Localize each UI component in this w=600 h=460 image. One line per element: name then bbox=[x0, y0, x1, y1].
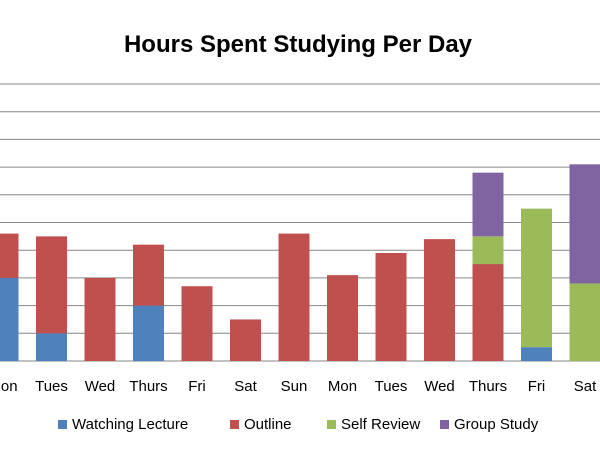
bar-segment-group-study-10 bbox=[472, 172, 504, 237]
bars bbox=[0, 164, 600, 361]
x-tick-labels: Mon Tues Wed Thurs Fri Sat Sun Mon Tues Wed Thurs F… bbox=[0, 378, 597, 395]
legend-swatch-self-review bbox=[327, 420, 336, 429]
chart-title: Hours Spent Studying Per Day bbox=[124, 31, 473, 58]
bar-segment-self-review-12 bbox=[569, 283, 600, 361]
bar-segment-outline-2 bbox=[84, 277, 116, 361]
x-tick-label: Tues bbox=[375, 378, 408, 395]
bar-segment-outline-10 bbox=[472, 264, 504, 361]
legend-swatch-outline bbox=[230, 420, 239, 429]
x-tick-label: Fri bbox=[528, 378, 546, 395]
bar-segment-outline-8 bbox=[375, 252, 407, 361]
bar-segment-self-review-11 bbox=[521, 208, 552, 348]
x-tick-label: Mon bbox=[328, 378, 357, 395]
bar-segment-outline-4 bbox=[181, 286, 213, 361]
x-tick-label: Fri bbox=[188, 378, 206, 395]
bar-segment-outline-3 bbox=[133, 244, 164, 306]
x-tick-label: Sat bbox=[234, 378, 257, 395]
bar-segment-outline-9 bbox=[424, 239, 455, 361]
x-tick-label: Thurs bbox=[129, 378, 167, 395]
legend-label-outline: Outline bbox=[244, 416, 292, 433]
bar-segment-watching-lecture-0 bbox=[0, 277, 19, 361]
bar-segment-watching-lecture-1 bbox=[36, 333, 67, 361]
legend-swatch-group-study bbox=[440, 420, 449, 429]
x-tick-label: Thurs bbox=[469, 378, 507, 395]
legend-swatch-watching-lecture bbox=[58, 420, 67, 429]
legend-label-watching-lecture: Watching Lecture bbox=[72, 416, 188, 433]
x-tick-label: Sun bbox=[281, 378, 308, 395]
bar-segment-outline-7 bbox=[327, 275, 358, 361]
x-tick-label: Sat bbox=[574, 378, 597, 395]
x-tick-label: Wed bbox=[424, 378, 455, 395]
bar-segment-outline-0 bbox=[0, 233, 19, 278]
bar-segment-watching-lecture-3 bbox=[133, 305, 164, 361]
x-tick-label: Tues bbox=[35, 378, 68, 395]
legend: Watching Lecture Outline Self Review Group … bbox=[58, 416, 539, 433]
bar-segment-group-study-12 bbox=[569, 164, 600, 284]
bar-segment-outline-6 bbox=[278, 233, 310, 361]
legend-label-self-review: Self Review bbox=[341, 416, 420, 433]
x-tick-label: Mon bbox=[0, 378, 18, 395]
x-tick-label: Wed bbox=[85, 378, 116, 395]
bar-segment-outline-1 bbox=[36, 236, 67, 334]
legend-label-group-study: Group Study bbox=[454, 416, 539, 433]
bar-segment-watching-lecture-11 bbox=[521, 347, 552, 361]
bar-segment-self-review-10 bbox=[472, 236, 504, 265]
bar-segment-outline-5 bbox=[230, 319, 261, 361]
